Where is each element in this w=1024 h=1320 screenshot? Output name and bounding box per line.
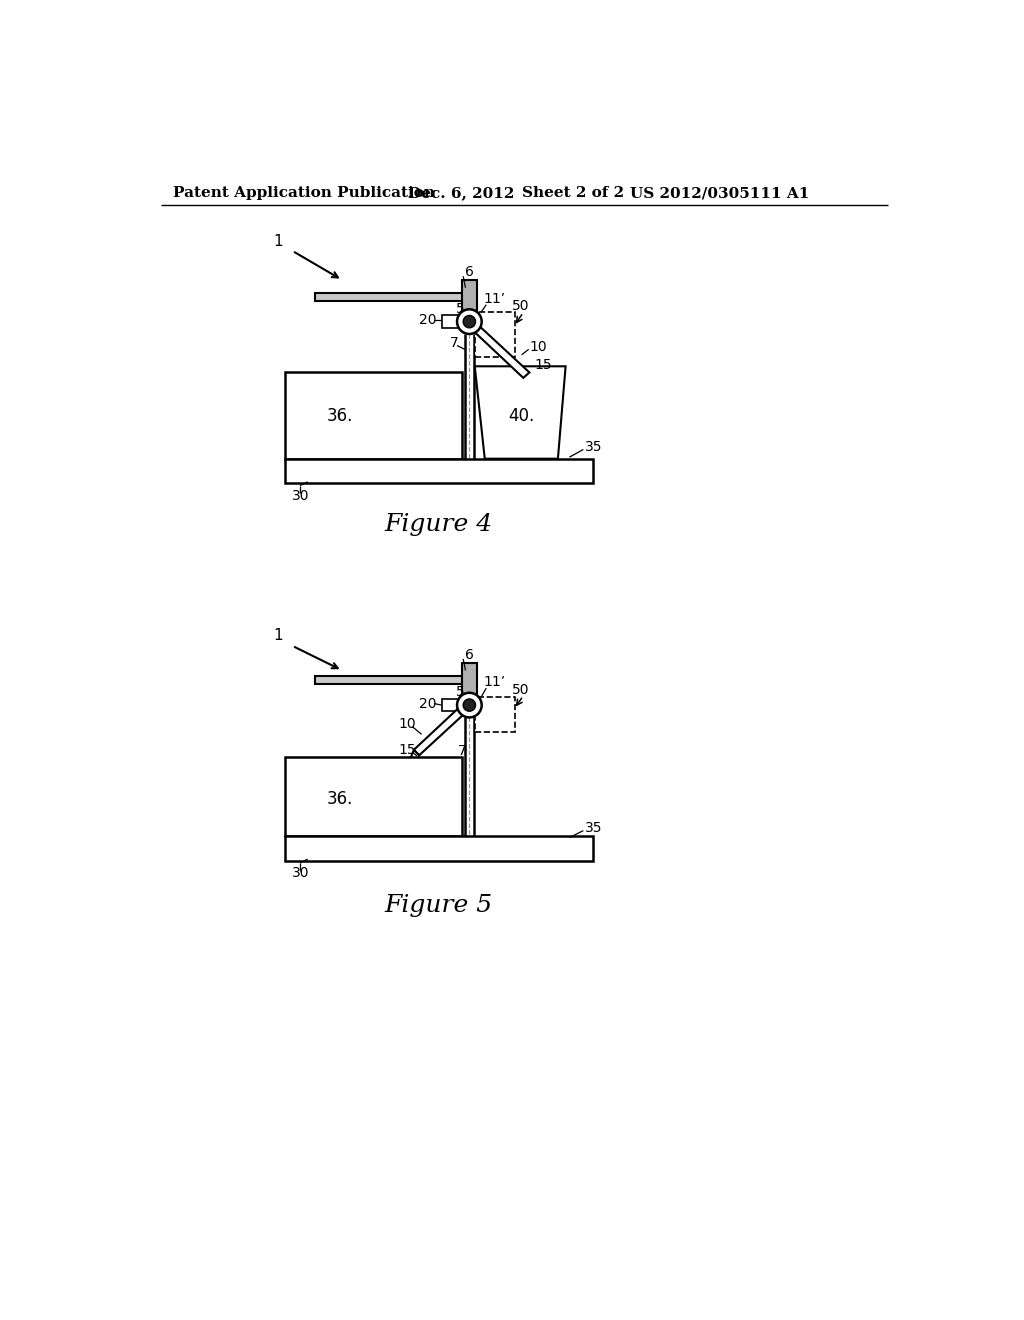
Polygon shape	[475, 367, 565, 459]
Text: 35: 35	[585, 821, 602, 836]
Text: 1: 1	[273, 628, 283, 643]
Circle shape	[457, 309, 481, 334]
Text: 36.: 36.	[327, 408, 353, 425]
Bar	[475, 697, 515, 733]
Bar	[315, 676, 466, 684]
Text: 6: 6	[465, 648, 474, 663]
Text: 1: 1	[273, 234, 283, 249]
Circle shape	[457, 693, 481, 718]
Text: 40.: 40.	[508, 408, 535, 425]
Text: Figure 5: Figure 5	[384, 894, 493, 917]
Circle shape	[463, 315, 475, 327]
Polygon shape	[414, 705, 467, 755]
Text: 50: 50	[512, 682, 529, 697]
Bar	[315, 293, 466, 301]
Text: 20: 20	[419, 313, 437, 327]
Text: 36.: 36.	[327, 791, 353, 808]
Text: 5: 5	[456, 301, 464, 315]
Text: 35: 35	[585, 440, 602, 454]
Text: 30: 30	[292, 488, 309, 503]
Text: 30: 30	[292, 866, 309, 880]
Text: 15: 15	[398, 743, 416, 756]
Bar	[462, 663, 477, 706]
Text: 10: 10	[398, 717, 416, 731]
Text: 7: 7	[451, 337, 459, 350]
Text: 11’: 11’	[483, 675, 506, 689]
Text: 50: 50	[512, 300, 529, 313]
Bar	[285, 758, 462, 836]
Text: Dec. 6, 2012: Dec. 6, 2012	[408, 186, 514, 201]
Text: 7: 7	[458, 744, 467, 758]
Text: 20: 20	[419, 697, 437, 710]
Bar	[285, 372, 462, 459]
Text: 11’: 11’	[483, 292, 506, 306]
Text: Patent Application Publication: Patent Application Publication	[173, 186, 435, 201]
Text: 5: 5	[456, 685, 464, 700]
Bar	[285, 836, 593, 861]
Bar	[442, 315, 464, 327]
Text: US 2012/0305111 A1: US 2012/0305111 A1	[630, 186, 809, 201]
Bar	[442, 700, 464, 711]
Circle shape	[463, 700, 475, 711]
Bar	[285, 459, 593, 483]
Text: Sheet 2 of 2: Sheet 2 of 2	[521, 186, 624, 201]
Text: 10: 10	[529, 341, 547, 354]
Polygon shape	[472, 323, 529, 378]
Text: 15: 15	[535, 358, 552, 372]
Text: 6: 6	[465, 265, 474, 280]
Bar	[462, 280, 477, 323]
Text: Figure 4: Figure 4	[384, 512, 493, 536]
Bar	[475, 313, 515, 358]
